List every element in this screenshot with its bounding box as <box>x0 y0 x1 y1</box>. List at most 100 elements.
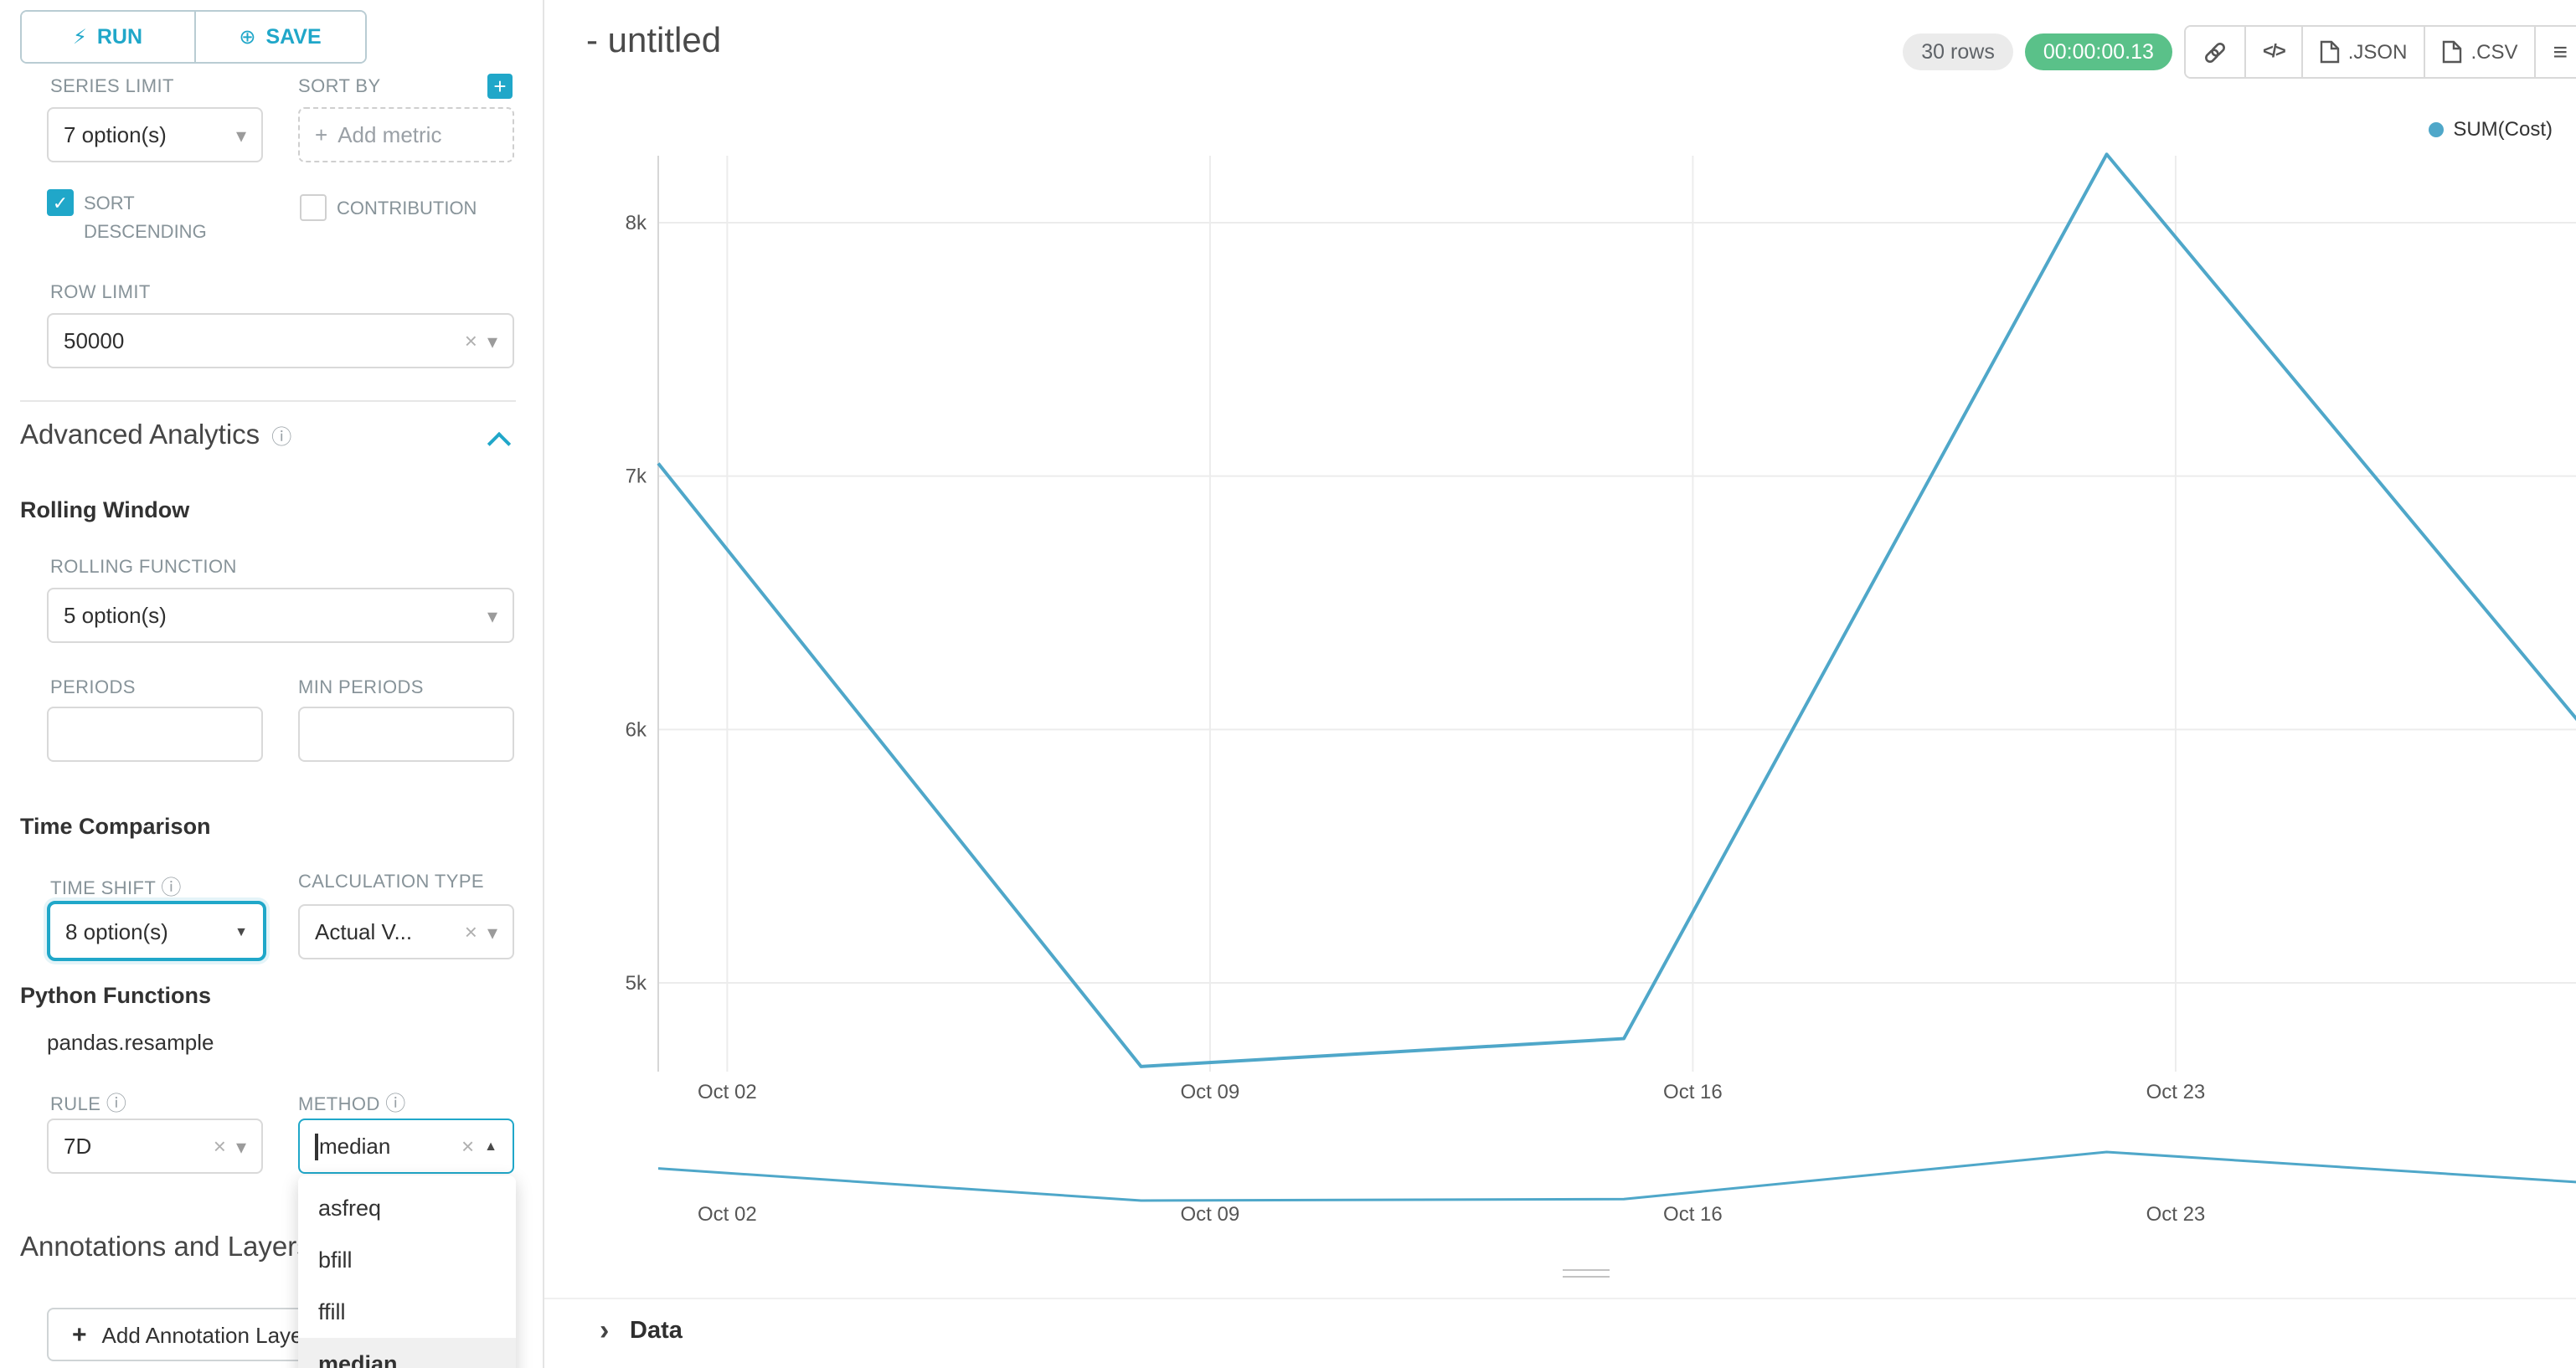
calculation-type-select[interactable]: Actual V... × ▾ <box>298 904 514 959</box>
method-combobox[interactable]: median × ▲ <box>298 1119 514 1174</box>
contribution-checkbox[interactable]: ✓ <box>300 194 327 221</box>
add-sort-metric-button[interactable]: + <box>487 74 513 99</box>
svg-text:8k: 8k <box>626 212 647 234</box>
rolling-window-title: Rolling Window <box>20 497 190 522</box>
plus-icon: + <box>72 1320 87 1349</box>
mini-chart-preview[interactable]: Oct 02 Oct 09 Oct 16 Oct 23 <box>610 1139 2576 1239</box>
data-panel-title[interactable]: Data <box>630 1318 683 1345</box>
chart-legend[interactable]: SUM(Cost) <box>2428 117 2553 141</box>
main-chart: 5k 6k 7k 8k Oct 02 Oct 09 Oct 16 Oct 23 <box>626 152 2576 1103</box>
rule-select[interactable]: 7D × ▾ <box>47 1119 263 1174</box>
caret-down-icon: ▼ <box>234 923 248 939</box>
sort-by-label: SORT BY <box>298 77 381 97</box>
lightning-icon: ⚡ <box>72 25 87 49</box>
svg-text:Oct 23: Oct 23 <box>2146 1203 2206 1226</box>
file-icon <box>2320 40 2339 64</box>
periods-input[interactable] <box>47 707 263 762</box>
save-button[interactable]: ⊕ SAVE <box>193 12 365 62</box>
method-label: METHOD ⓘ <box>298 1092 406 1115</box>
row-limit-value: 50000 <box>64 328 125 353</box>
sort-descending-checkbox[interactable]: ✓ <box>47 189 74 216</box>
chevron-right-icon[interactable]: › <box>600 1314 610 1346</box>
resize-handle[interactable] <box>1563 1264 1610 1278</box>
link-icon <box>2204 42 2225 62</box>
series-limit-select[interactable]: 7 option(s) ▾ <box>47 107 263 162</box>
clear-icon[interactable]: × <box>464 328 477 353</box>
contribution-label: CONTRIBUTION <box>337 199 477 219</box>
clear-icon[interactable]: × <box>461 1134 475 1159</box>
svg-text:Oct 02: Oct 02 <box>698 1203 757 1226</box>
export-json-label: .JSON <box>2347 40 2408 64</box>
clear-icon[interactable]: × <box>464 919 477 944</box>
info-icon: ⓘ <box>161 876 182 899</box>
view-query-button[interactable]: </> <box>2244 27 2301 77</box>
time-shift-select[interactable]: 8 option(s) ▼ <box>47 901 266 961</box>
check-icon: ✓ <box>52 193 69 213</box>
rolling-function-select[interactable]: 5 option(s) ▾ <box>47 588 514 643</box>
export-json-button[interactable]: .JSON <box>2300 27 2424 77</box>
plus-circle-icon: ⊕ <box>239 25 256 49</box>
pandas-resample-label: pandas.resample <box>47 1030 214 1055</box>
svg-text:Oct 09: Oct 09 <box>1181 1081 1240 1103</box>
chart-title[interactable]: - untitled <box>586 22 722 60</box>
min-periods-input[interactable] <box>298 707 514 762</box>
export-csv-button[interactable]: .CSV <box>2424 27 2535 77</box>
svg-text:Oct 16: Oct 16 <box>1663 1081 1723 1103</box>
calculation-type-label: CALCULATION TYPE <box>298 872 484 892</box>
text-cursor <box>315 1133 317 1160</box>
section-divider <box>20 400 516 402</box>
caret-up-icon: ▲ <box>484 1139 497 1154</box>
method-option-asfreq[interactable]: asfreq <box>318 1196 382 1221</box>
rule-value: 7D <box>64 1134 92 1159</box>
sort-by-metric-input[interactable]: + Add metric <box>298 107 514 162</box>
advanced-analytics-header[interactable]: Advanced Analytics ⓘ <box>20 420 291 452</box>
plus-icon: + <box>315 122 328 147</box>
row-limit-select[interactable]: 50000 × ▾ <box>47 313 514 368</box>
legend-label: SUM(Cost) <box>2453 117 2553 141</box>
info-icon: ⓘ <box>385 1092 406 1115</box>
rolling-function-label: ROLLING FUNCTION <box>50 558 237 578</box>
info-icon: ⓘ <box>271 425 292 449</box>
svg-text:7k: 7k <box>626 465 647 488</box>
copy-link-button[interactable] <box>2185 27 2244 77</box>
chevron-down-icon: ▾ <box>487 329 497 352</box>
svg-text:Oct 16: Oct 16 <box>1663 1203 1723 1226</box>
chevron-down-icon: ▾ <box>235 1134 246 1158</box>
periods-label: PERIODS <box>50 678 136 698</box>
legend-dot-icon <box>2428 121 2444 136</box>
time-shift-label: TIME SHIFT ⓘ <box>50 876 182 899</box>
method-value: median <box>319 1134 391 1159</box>
save-button-label: SAVE <box>265 25 322 49</box>
series-limit-value: 7 option(s) <box>64 122 167 147</box>
calculation-type-value: Actual V... <box>315 919 413 944</box>
annotations-header[interactable]: Annotations and Layers <box>20 1232 311 1264</box>
svg-text:6k: 6k <box>626 718 647 741</box>
sort-descending-label: SORT DESCENDING <box>84 194 207 243</box>
method-option-bfill[interactable]: bfill <box>318 1247 353 1273</box>
method-option-ffill[interactable]: ffill <box>318 1299 346 1324</box>
rule-label: RULE ⓘ <box>50 1092 127 1115</box>
collapse-chevron-up-icon[interactable] <box>487 431 512 456</box>
advanced-analytics-title: Advanced Analytics <box>20 420 260 450</box>
add-annotation-layer-label: Add Annotation Layer <box>101 1322 311 1347</box>
more-menu-button[interactable]: ≡ <box>2534 27 2576 77</box>
python-functions-title: Python Functions <box>20 983 211 1008</box>
export-csv-label: .CSV <box>2470 40 2518 64</box>
controls-sidebar: ⚡ RUN ⊕ SAVE SERIES LIMIT SORT BY + 7 op… <box>0 0 544 1368</box>
chevron-down-icon: ▾ <box>487 604 497 627</box>
svg-text:Oct 02: Oct 02 <box>698 1081 757 1103</box>
run-save-group: ⚡ RUN ⊕ SAVE <box>20 10 367 64</box>
run-button[interactable]: ⚡ RUN <box>22 12 193 62</box>
row-count-badge: 30 rows <box>1903 33 2013 70</box>
svg-text:5k: 5k <box>626 972 647 995</box>
method-dropdown-menu: asfreq bfill ffill median <box>298 1175 516 1368</box>
time-comparison-title: Time Comparison <box>20 814 211 839</box>
plus-icon: + <box>493 74 507 99</box>
run-button-label: RUN <box>96 25 143 49</box>
clear-icon[interactable]: × <box>213 1134 226 1159</box>
method-option-median[interactable]: median <box>298 1338 516 1368</box>
row-limit-label: ROW LIMIT <box>50 283 151 303</box>
min-periods-label: MIN PERIODS <box>298 678 424 698</box>
data-panel: › Data <box>544 1298 2576 1368</box>
